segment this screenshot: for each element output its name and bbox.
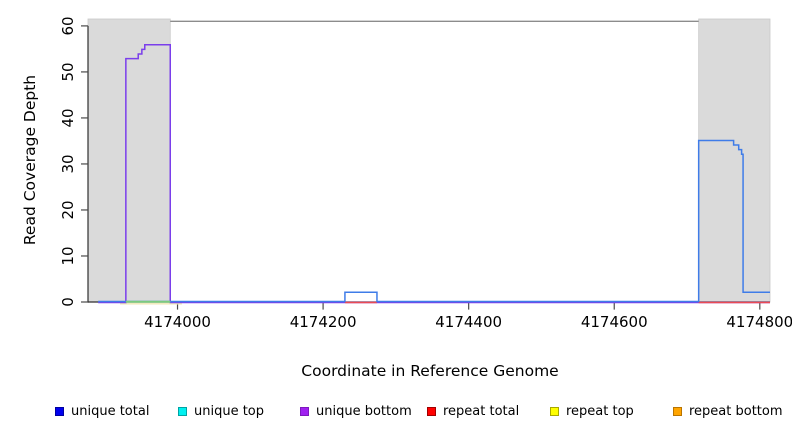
right-masked-region-rect (698, 18, 771, 303)
legend-swatch-icon (300, 406, 309, 416)
legend-label: unique top (194, 403, 265, 419)
y-tick-label: 10 (59, 246, 77, 266)
legend-label: repeat total (443, 403, 520, 419)
x-tick-label: 4174400 (435, 313, 503, 331)
legend-label: repeat bottom (689, 403, 783, 419)
x-axis-title: Coordinate in Reference Genome (301, 362, 559, 380)
legend-item-unique-bottom: unique bottom (300, 403, 412, 419)
legend-item-unique-top: unique top (178, 403, 264, 419)
legend-item-repeat-bottom: repeat bottom (673, 403, 783, 419)
legend-item-unique-total: unique total (55, 403, 149, 419)
y-tick-label: 30 (59, 154, 77, 174)
legend-swatch-icon (550, 406, 559, 416)
legend-label: unique bottom (316, 403, 412, 419)
legend-label: unique total (71, 403, 150, 419)
y-tick-label: 60 (59, 16, 77, 36)
x-tick-label: 4174000 (144, 313, 211, 331)
legend-swatch-icon (178, 406, 187, 416)
y-tick-label: 40 (59, 108, 77, 128)
legend-label: repeat top (566, 403, 634, 419)
y-axis-title: Read Coverage Depth (21, 74, 39, 246)
legend-swatch-icon (55, 406, 64, 416)
legend-swatch-icon (427, 406, 436, 416)
legend-swatch-icon (673, 406, 682, 416)
x-tick-label: 4174800 (726, 313, 792, 331)
coverage-line-unique-bottom (98, 44, 770, 304)
left-masked-region-rect (87, 18, 171, 303)
legend-item-repeat-top: repeat top (550, 403, 634, 419)
legend-item-repeat-total: repeat total (427, 403, 519, 419)
x-tick-label: 4174600 (580, 313, 648, 331)
y-tick-label: 0 (59, 297, 77, 307)
y-tick-label: 50 (59, 62, 77, 82)
y-tick-label: 20 (59, 200, 77, 220)
coverage-line-unique-total (98, 139, 770, 303)
x-tick-label: 4174200 (289, 313, 357, 331)
